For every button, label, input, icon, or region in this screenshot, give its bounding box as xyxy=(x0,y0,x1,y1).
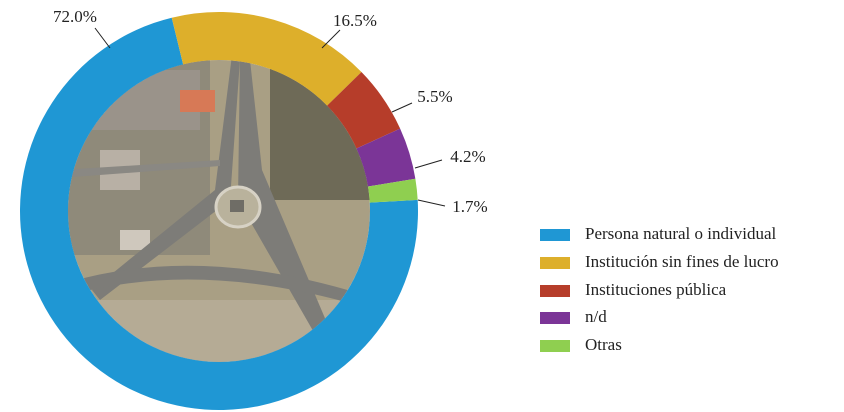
legend-label: Instituciones pública xyxy=(585,280,727,299)
donut-segment xyxy=(368,178,418,203)
legend-label: n/d xyxy=(585,307,607,326)
leader-line xyxy=(94,27,111,49)
leader-line xyxy=(414,159,443,169)
donut-segment xyxy=(356,128,416,187)
leader-line xyxy=(417,199,446,207)
legend-swatch xyxy=(540,312,570,324)
legend-label: Institución sin fines de lucro xyxy=(585,252,779,271)
legend-label: Otras xyxy=(585,335,622,354)
leader-line xyxy=(391,102,413,113)
legend-swatch xyxy=(540,229,570,241)
leader-line xyxy=(321,29,341,49)
value-label: 16.5% xyxy=(333,11,377,30)
legend: Persona natural o individual Institución … xyxy=(540,224,779,354)
donut-segment xyxy=(171,11,362,106)
legend-swatch xyxy=(540,340,570,352)
value-label: 5.5% xyxy=(417,87,452,106)
donut-segment xyxy=(327,72,401,149)
value-label: 4.2% xyxy=(450,147,485,166)
aerial-photo xyxy=(68,60,370,362)
donut xyxy=(19,11,418,410)
value-label: 72.0% xyxy=(53,7,97,26)
legend-swatch xyxy=(540,285,570,297)
legend-label: Persona natural o individual xyxy=(585,224,776,243)
legend-swatch xyxy=(540,257,570,269)
value-label: 1.7% xyxy=(452,197,487,216)
